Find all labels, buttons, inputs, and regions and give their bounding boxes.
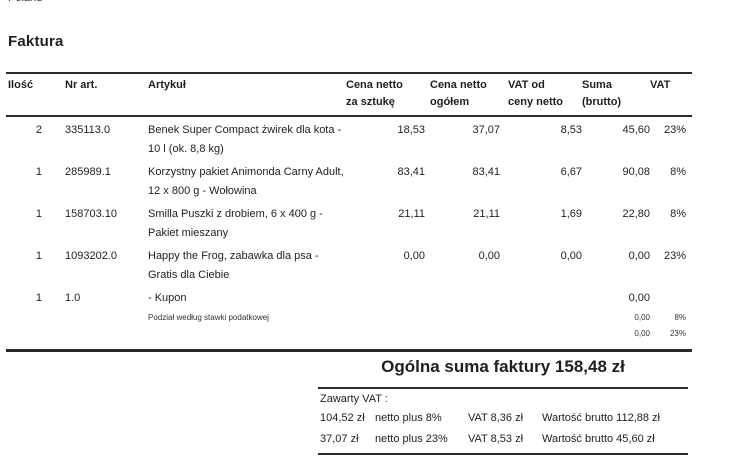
cell-total-net: 0,00 (478, 250, 500, 262)
invoice-line-items-table: Ilość Nr art. Artykuł Cena netto za sztuk… (6, 72, 692, 352)
vat-amount: VAT 8,36 zł (468, 412, 524, 424)
cell-vat-of-net: 6,67 (560, 166, 582, 178)
cell-qty: 1 (35, 292, 42, 304)
vat-gross-amount: Wartość brutto 112,88 zł (542, 412, 660, 424)
column-header-qty-label: Ilość (8, 79, 34, 91)
column-header-vat-rate: VAT (650, 73, 692, 117)
vat-gross-amount: Wartość brutto 45,60 zł (542, 433, 655, 445)
cell-vat-of-net (500, 285, 582, 308)
column-header-gross-line1: Suma (582, 79, 612, 91)
column-header-total-net: Cena netto ogółem (425, 73, 500, 117)
column-header-total-net-line1: Cena netto (430, 79, 487, 91)
cell-description: Korzystny pakiet Animonda Carny Adult, 1… (148, 166, 344, 197)
cell-description: - Kupon (148, 292, 187, 304)
cell-total-net (425, 285, 500, 308)
cell-qty: 1 (35, 208, 42, 220)
cell-vat-rate: 8% (670, 208, 686, 220)
cell-art-no: 158703.10 (65, 208, 117, 220)
vat-box-row: 104,52 zł netto plus 8% VAT 8,36 zł Wart… (320, 408, 688, 429)
vat-box-row: 37,07 zł netto plus 23% VAT 8,53 zł Wart… (320, 429, 688, 450)
cell-qty: 1 (35, 166, 42, 178)
cell-vat-rate: 23% (663, 124, 686, 136)
column-header-unit-net: Cena netto za sztukę (346, 73, 425, 117)
vat-net-amount: 104,52 zł (320, 412, 365, 424)
tax-split-row: 0,00 23% (6, 324, 692, 351)
column-header-vat-of-net-line2: ceny netto (508, 96, 564, 108)
tax-split-rate: 8% (674, 313, 686, 322)
column-header-art-no: Nr art. (58, 73, 148, 117)
column-header-vat-of-net: VAT od ceny netto (500, 73, 582, 117)
vat-amount: VAT 8,53 zł (468, 433, 524, 445)
column-header-total-net-line2: ogółem (430, 96, 470, 108)
empty-cell (6, 324, 582, 351)
vat-rate-label: netto plus 8% (375, 412, 442, 424)
column-header-article-label: Artykuł (148, 79, 186, 91)
clipped-address-text: Poland (8, 0, 42, 4)
table-row: 1 1093202.0 Happy the Frog, zabawka dla … (6, 243, 692, 285)
cell-gross: 0,00 (628, 292, 650, 304)
empty-cell (346, 308, 582, 324)
tax-split-amount: 0,00 (634, 313, 650, 322)
cell-total-net: 83,41 (472, 166, 500, 178)
cell-gross: 45,60 (622, 124, 650, 136)
cell-vat-rate: 8% (670, 166, 686, 178)
cell-art-no: 285989.1 (65, 166, 111, 178)
cell-qty: 1 (35, 250, 42, 262)
vat-rate-label: netto plus 23% (375, 433, 448, 445)
cell-unit-net: 21,11 (398, 208, 425, 220)
cell-description: Happy the Frog, zabawka dla psa - Gratis… (148, 250, 319, 281)
cell-vat-rate (650, 285, 692, 308)
column-header-qty: Ilość (6, 73, 58, 117)
cell-unit-net: 18,53 (397, 124, 425, 136)
tax-split-row: Podział według stawki podatkowej 0,00 8% (6, 308, 692, 324)
table-row: 1 285989.1 Korzystny pakiet Animonda Car… (6, 159, 692, 201)
column-header-unit-net-line2: za sztukę (346, 96, 395, 108)
vat-summary-box: Zawarty VAT : 104,52 zł netto plus 8% VA… (318, 387, 688, 455)
cell-gross: 0,00 (628, 250, 650, 262)
cell-unit-net: 83,41 (397, 166, 425, 178)
cell-total-net: 37,07 (472, 124, 500, 136)
cell-qty: 2 (35, 124, 42, 136)
cell-description: Smilla Puszki z drobiem, 6 x 400 g - Pak… (148, 208, 323, 239)
cell-vat-rate: 23% (663, 250, 686, 262)
cell-vat-of-net: 1,69 (560, 208, 582, 220)
cell-description: Benek Super Compact żwirek dla kota - 10… (148, 124, 342, 155)
column-header-art-no-label: Nr art. (65, 79, 98, 91)
cell-art-no: 335113.0 (65, 124, 111, 136)
invoice-total: Ogólna suma faktury 158,48 zł (381, 357, 625, 376)
column-header-unit-net-line1: Cena netto (346, 79, 403, 91)
page-title: Faktura (8, 33, 64, 50)
cell-art-no: 1.0 (65, 292, 81, 304)
cell-vat-of-net: 8,53 (560, 124, 582, 136)
column-header-gross: Suma (brutto) (582, 73, 650, 117)
empty-cell (6, 308, 148, 324)
tax-split-amount: 0,00 (634, 329, 650, 338)
column-header-gross-line2: (brutto) (582, 96, 622, 108)
vat-box-heading: Zawarty VAT : (320, 393, 388, 405)
column-header-vat-of-net-line1: VAT od (508, 79, 545, 91)
cell-unit-net (346, 285, 425, 308)
table-row: 1 1.0 - Kupon 0,00 (6, 285, 692, 308)
cell-unit-net: 0,00 (403, 250, 425, 262)
table-row: 2 335113.0 Benek Super Compact żwirek dl… (6, 116, 692, 159)
cell-vat-of-net: 0,00 (560, 250, 582, 262)
cell-gross: 90,08 (622, 166, 650, 178)
cell-total-net: 21,11 (473, 208, 500, 220)
vat-net-amount: 37,07 zł (320, 433, 359, 445)
column-header-article: Artykuł (148, 73, 346, 117)
tax-split-label: Podział według stawki podatkowej (148, 313, 269, 322)
tax-split-rate: 23% (669, 329, 686, 338)
cell-art-no: 1093202.0 (65, 250, 117, 262)
column-header-vat-rate-label: VAT (650, 79, 671, 91)
table-header-row: Ilość Nr art. Artykuł Cena netto za sztuk… (6, 73, 692, 117)
cell-gross: 22,80 (622, 208, 650, 220)
table-row: 1 158703.10 Smilla Puszki z drobiem, 6 x… (6, 201, 692, 243)
